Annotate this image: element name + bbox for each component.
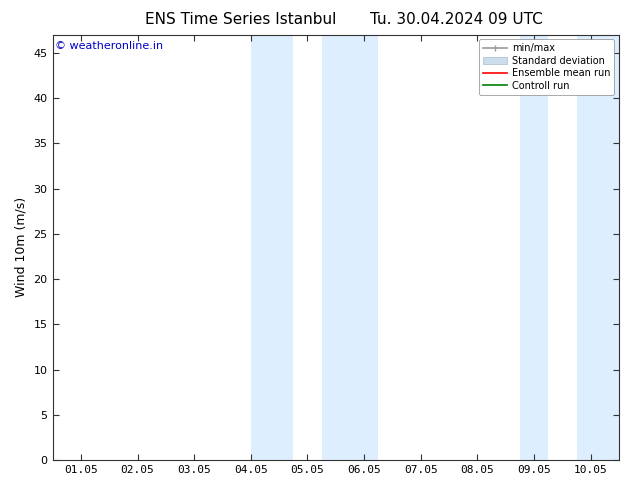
Text: Tu. 30.04.2024 09 UTC: Tu. 30.04.2024 09 UTC bbox=[370, 12, 543, 27]
Y-axis label: Wind 10m (m/s): Wind 10m (m/s) bbox=[15, 197, 28, 297]
Legend: min/max, Standard deviation, Ensemble mean run, Controll run: min/max, Standard deviation, Ensemble me… bbox=[479, 40, 614, 95]
Text: ENS Time Series Istanbul: ENS Time Series Istanbul bbox=[145, 12, 337, 27]
Bar bbox=[576, 35, 619, 460]
Text: © weatheronline.in: © weatheronline.in bbox=[55, 41, 164, 51]
Bar bbox=[251, 35, 294, 460]
Bar bbox=[520, 35, 548, 460]
Bar bbox=[321, 35, 378, 460]
